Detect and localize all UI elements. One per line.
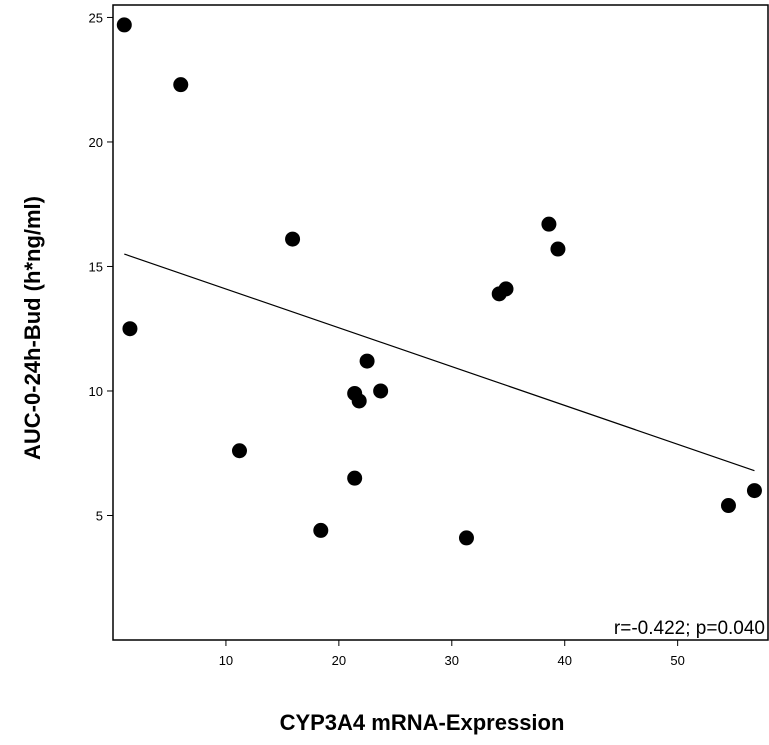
- y-tick-label: 10: [89, 384, 103, 399]
- data-point: [373, 383, 389, 399]
- data-points: [116, 17, 762, 546]
- data-point: [173, 77, 189, 93]
- data-point: [285, 231, 301, 247]
- y-tick-label: 15: [89, 259, 103, 274]
- y-tick-label: 25: [89, 10, 103, 25]
- data-point: [541, 216, 557, 232]
- data-point: [359, 353, 375, 369]
- x-tick-label: 10: [219, 653, 233, 668]
- data-point: [498, 281, 514, 297]
- plot-frame: [112, 4, 769, 641]
- data-point: [458, 530, 474, 546]
- data-point: [550, 241, 566, 257]
- x-tick-label: 50: [670, 653, 684, 668]
- data-point: [116, 17, 132, 33]
- y-axis-label: AUC-0-24h-Bud (h*ng/ml): [20, 196, 45, 460]
- data-point: [720, 498, 736, 514]
- data-point: [231, 443, 247, 459]
- data-point: [122, 321, 138, 337]
- data-point: [347, 470, 363, 486]
- x-tick-label: 30: [445, 653, 459, 668]
- x-tick-label: 40: [557, 653, 571, 668]
- y-tick-label: 5: [96, 508, 103, 523]
- data-point: [313, 522, 329, 538]
- x-tick-label: 20: [332, 653, 346, 668]
- x-axis-label: CYP3A4 mRNA-Expression: [280, 710, 565, 735]
- data-point: [351, 393, 367, 409]
- y-ticks: 5 10 15 20 25: [89, 10, 113, 523]
- correlation-annotation: r=-0.422; p=0.040: [614, 618, 765, 639]
- data-point: [746, 483, 762, 499]
- y-tick-label: 20: [89, 135, 103, 150]
- regression-line: [124, 253, 755, 472]
- x-ticks: 10 20 30 40 50: [219, 640, 685, 668]
